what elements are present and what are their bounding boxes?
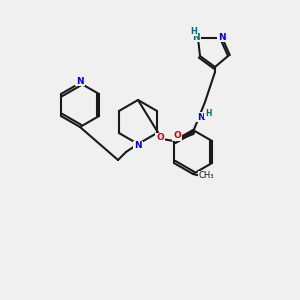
- Text: H: H: [205, 110, 211, 118]
- Text: H: H: [190, 26, 197, 35]
- Text: N: N: [76, 76, 84, 85]
- Text: O: O: [156, 134, 164, 142]
- Text: O: O: [173, 131, 181, 140]
- Text: CH₃: CH₃: [198, 172, 214, 181]
- Text: N: N: [218, 32, 226, 41]
- Text: N: N: [192, 32, 200, 41]
- Text: N: N: [197, 112, 205, 122]
- Text: N: N: [134, 142, 142, 151]
